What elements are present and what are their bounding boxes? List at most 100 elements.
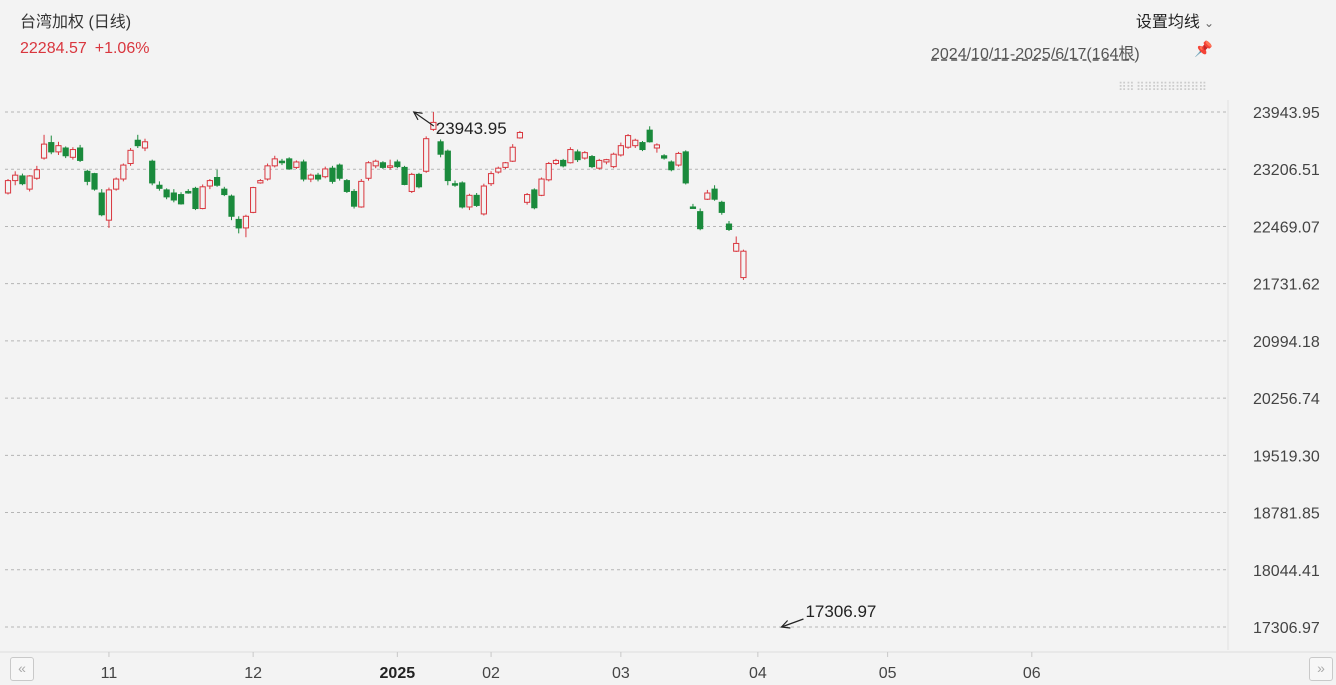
candle-body [149,160,156,184]
candle-body [185,190,192,194]
candle-body [242,215,250,229]
candle-body [624,135,632,148]
candle-body [221,188,228,196]
candle-body [502,162,509,168]
candle-body [401,166,408,185]
scroll-left-button[interactable]: « [10,657,34,681]
y-tick-label: 23206.51 [1253,162,1320,179]
candle-body [156,184,163,189]
candle-body [466,194,473,208]
candle-body [206,180,213,187]
candle-body [350,190,358,207]
scroll-right-button[interactable]: » [1309,657,1333,681]
candle-body [415,173,423,188]
candle-body [581,152,588,159]
y-tick-label: 21731.62 [1253,277,1320,294]
candle-body [603,159,610,163]
candle-body [725,223,733,230]
candle-body [77,147,84,161]
candle-body [141,141,149,149]
ma-settings-button[interactable]: 设置均线 ⌄ [1136,8,1214,32]
candle-body [365,162,372,179]
candle-body [329,167,336,182]
candle-body [264,165,271,180]
candle-body [459,182,466,208]
candle-body [113,178,120,190]
candle-body [689,206,697,209]
annotation-label: 17306.97 [805,602,876,621]
candle-body [300,161,307,180]
candle-body [524,194,531,203]
candle-body [228,195,235,217]
pin-icon[interactable]: 📌 [1194,41,1213,58]
candle-body [12,174,19,182]
candle-body [55,145,62,153]
candle-body [596,159,603,169]
candle-body [170,192,177,201]
candle-body [733,242,740,252]
candle-body [192,187,199,210]
y-tick-label: 23943.95 [1253,105,1320,122]
candle-body [26,175,33,190]
candle-body [257,180,264,184]
candle-body [437,141,444,155]
candle-body [271,158,278,167]
candle-body [343,180,350,192]
candle-body [675,152,682,166]
candle-body [740,250,747,279]
candle-body [235,218,242,229]
candle-body [653,144,660,149]
candle-body [531,189,538,209]
candle-body [661,155,668,159]
ma-settings-label: 设置均线 [1135,14,1200,31]
candle-body [105,189,113,221]
candle-body [480,185,487,215]
candle-body [250,187,257,213]
x-tick-label: 04 [749,665,767,682]
candle-body [62,147,69,157]
annotation-arrowhead [780,620,791,629]
x-tick-label: 05 [879,665,897,682]
candle-body [588,156,596,168]
candle-body [574,151,581,161]
candle-body [617,145,624,156]
candle-body [646,129,653,143]
y-tick-label: 22469.07 [1253,219,1320,236]
y-tick-label: 18781.85 [1253,506,1320,523]
candle-body [451,183,459,186]
y-tick-label: 19519.30 [1253,448,1320,465]
candle-body [668,161,675,171]
candle-body [639,142,646,151]
price-change: +1.06% [94,40,150,57]
candle-body [516,131,524,139]
x-tick-label: 03 [612,665,630,682]
candle-body [127,149,134,165]
candle-body [278,160,286,164]
candle-body [567,149,574,164]
candle-body [48,142,55,153]
candle-body [286,158,293,170]
candle-body [423,138,430,172]
y-tick-label: 20994.18 [1253,334,1320,351]
candle-body [33,169,40,179]
x-tick-label: 2025 [380,665,416,682]
candle-body [473,194,480,206]
candle-body [697,211,704,230]
y-tick-label: 20256.74 [1253,391,1320,408]
candle-body [4,180,12,194]
candle-body [98,192,105,216]
candle-body [632,139,639,147]
date-range[interactable]: 2024/10/11-2025/6/17(164根) [931,46,1140,63]
candle-body [84,170,91,182]
candle-body [372,160,379,167]
annotation-label: 23943.95 [436,119,507,138]
x-tick-label: 11 [101,665,118,682]
candle-body [19,175,26,185]
candle-body [560,159,567,167]
y-tick-label: 18044.41 [1253,563,1320,580]
candle-body [711,188,718,200]
candle-body [610,153,617,168]
candle-body [487,173,495,185]
chart-title: 台湾加权 (日线) [20,14,132,31]
